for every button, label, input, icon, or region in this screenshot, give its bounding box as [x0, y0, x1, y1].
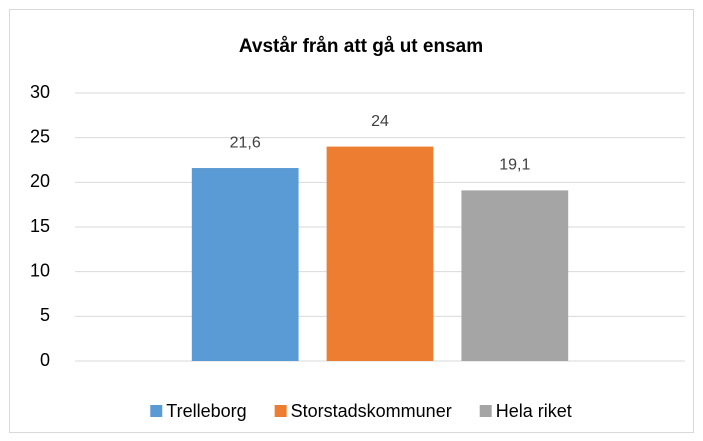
chart-title: Avstår från att gå ut ensam: [239, 36, 483, 57]
y-tick-label: 20: [30, 171, 50, 191]
legend-label: Trelleborg: [166, 401, 246, 421]
y-tick-label: 10: [30, 260, 50, 280]
y-tick-label: 0: [40, 350, 50, 370]
data-label: 21,6: [230, 134, 261, 151]
bar: [191, 168, 299, 361]
y-tick-label: 25: [30, 126, 50, 146]
y-tick-label: 5: [40, 305, 50, 325]
legend-swatch: [479, 405, 492, 417]
legend-label: Storstadskommuner: [291, 401, 452, 421]
y-tick-label: 30: [30, 82, 50, 102]
legend-label: Hela riket: [496, 401, 572, 421]
legend-swatch: [150, 405, 163, 417]
legend-swatch: [274, 405, 287, 417]
bar: [326, 146, 434, 361]
y-tick-label: 15: [30, 216, 50, 236]
data-label: 24: [371, 113, 389, 130]
data-label: 19,1: [499, 157, 530, 174]
bar: [461, 190, 569, 361]
